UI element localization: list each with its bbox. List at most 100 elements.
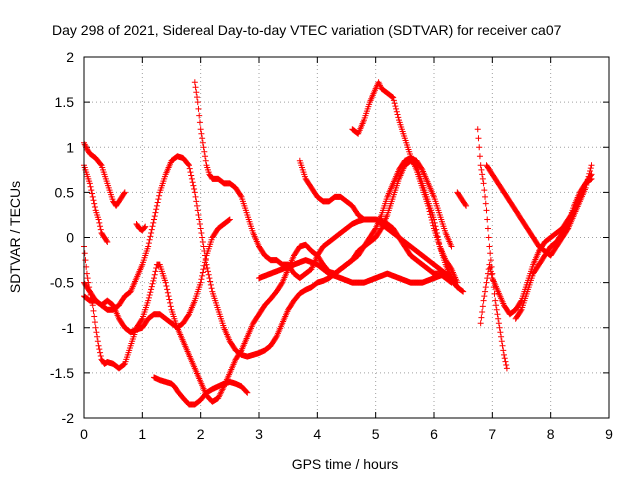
x-tick-label: 1 bbox=[138, 426, 146, 442]
data-point bbox=[202, 157, 209, 164]
data-point bbox=[94, 338, 101, 345]
data-point bbox=[388, 93, 395, 100]
data-point bbox=[477, 320, 484, 327]
data-point bbox=[199, 234, 206, 241]
data-point bbox=[476, 144, 483, 151]
data-point bbox=[147, 289, 154, 296]
data-point bbox=[272, 334, 279, 341]
data-point bbox=[155, 196, 162, 203]
data-point bbox=[195, 105, 202, 112]
series-s6 bbox=[151, 374, 251, 408]
data-point bbox=[218, 389, 225, 396]
data-point bbox=[91, 204, 98, 211]
data-point bbox=[492, 297, 499, 304]
data-point bbox=[156, 192, 163, 199]
data-point bbox=[496, 324, 503, 331]
data-point bbox=[499, 342, 506, 349]
data-point bbox=[487, 257, 494, 264]
data-point bbox=[90, 307, 97, 314]
data-point bbox=[199, 139, 206, 146]
series-s2 bbox=[81, 139, 128, 209]
data-point bbox=[151, 271, 158, 278]
data-point bbox=[225, 217, 232, 224]
data-point bbox=[151, 216, 157, 223]
data-point bbox=[153, 264, 160, 271]
data-point bbox=[148, 226, 155, 233]
data-point bbox=[97, 352, 104, 359]
data-point bbox=[390, 94, 397, 101]
data-point bbox=[482, 200, 489, 207]
data-point bbox=[196, 216, 203, 223]
data-point bbox=[503, 361, 510, 368]
data-point bbox=[484, 275, 491, 282]
series-s10 bbox=[256, 257, 461, 291]
data-point bbox=[459, 288, 466, 295]
series-s8 bbox=[296, 157, 455, 282]
data-point bbox=[218, 387, 225, 394]
data-point bbox=[91, 319, 98, 326]
data-point bbox=[104, 239, 111, 246]
data-point bbox=[428, 214, 435, 221]
data-point bbox=[94, 333, 101, 340]
data-point bbox=[197, 279, 204, 286]
data-point bbox=[482, 193, 489, 200]
series-s1 bbox=[81, 162, 111, 246]
data-point bbox=[483, 207, 490, 214]
data-point bbox=[502, 358, 509, 365]
data-point bbox=[186, 165, 193, 172]
data-point bbox=[191, 185, 198, 192]
data-point bbox=[187, 169, 194, 176]
data-point bbox=[149, 280, 156, 287]
data-point bbox=[458, 287, 465, 294]
data-point bbox=[190, 182, 197, 189]
data-point bbox=[217, 390, 224, 397]
x-tick-label: 6 bbox=[430, 426, 438, 442]
data-point bbox=[479, 175, 486, 182]
data-point bbox=[482, 288, 489, 295]
data-point bbox=[447, 264, 454, 271]
data-point bbox=[478, 166, 485, 173]
data-point bbox=[497, 329, 504, 336]
data-point bbox=[93, 329, 100, 336]
data-point bbox=[483, 279, 490, 286]
y-tick-label: 2 bbox=[66, 49, 74, 65]
data-point bbox=[371, 226, 378, 233]
data-point bbox=[96, 346, 103, 353]
y-tick-label: 1 bbox=[66, 139, 74, 155]
data-point bbox=[479, 303, 486, 310]
data-point bbox=[121, 189, 128, 196]
data-point bbox=[208, 285, 215, 292]
data-point bbox=[82, 257, 89, 264]
data-point bbox=[226, 216, 233, 223]
data-point bbox=[96, 219, 103, 226]
data-point bbox=[164, 289, 171, 296]
data-point bbox=[393, 105, 400, 112]
data-point bbox=[486, 243, 493, 250]
data-point bbox=[86, 180, 93, 187]
data-point bbox=[150, 219, 157, 226]
data-point bbox=[186, 162, 192, 169]
data-point bbox=[201, 262, 208, 269]
data-point bbox=[426, 208, 433, 215]
data-point bbox=[194, 207, 201, 214]
data-point bbox=[485, 234, 492, 241]
y-tick-label: 0.5 bbox=[55, 184, 75, 200]
y-axis-label: SDTVAR / TECUs bbox=[7, 181, 23, 293]
x-tick-label: 2 bbox=[197, 426, 205, 442]
data-point bbox=[191, 79, 198, 86]
data-point bbox=[145, 297, 152, 304]
data-point bbox=[97, 349, 104, 356]
data-point bbox=[392, 103, 399, 110]
data-point bbox=[492, 302, 499, 309]
data-point bbox=[88, 187, 95, 194]
data-point bbox=[237, 192, 244, 199]
data-point bbox=[495, 320, 502, 327]
data-point bbox=[202, 255, 209, 262]
data-point bbox=[165, 293, 172, 300]
data-point bbox=[460, 288, 467, 295]
series-s13 bbox=[474, 126, 510, 372]
series-s12 bbox=[133, 220, 149, 234]
data-point bbox=[151, 213, 158, 220]
data-point bbox=[194, 99, 201, 106]
data-point bbox=[163, 283, 170, 290]
